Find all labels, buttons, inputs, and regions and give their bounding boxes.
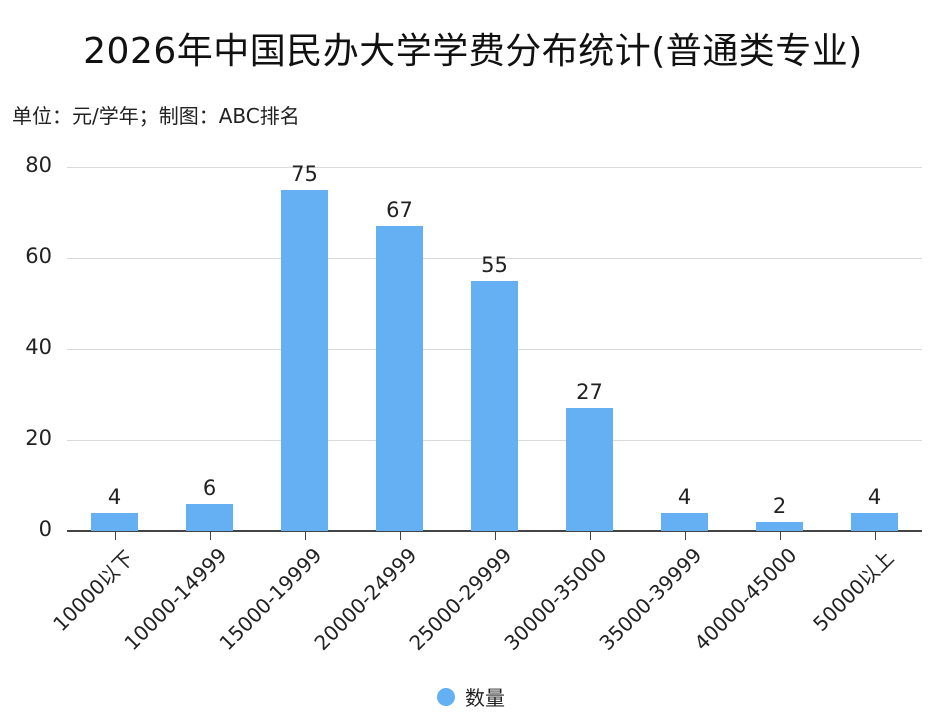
x-tick xyxy=(114,532,116,540)
y-tick-label: 60 xyxy=(25,244,52,268)
bar[interactable] xyxy=(756,521,803,531)
bar[interactable] xyxy=(851,512,898,531)
bar-value-label: 4 xyxy=(677,484,692,509)
bar-value-label: 6 xyxy=(202,475,217,500)
y-tick-label: 40 xyxy=(25,335,52,359)
y-tick-label: 20 xyxy=(25,426,52,450)
x-tick xyxy=(494,532,496,540)
legend-marker-icon xyxy=(437,687,455,706)
bar-value-label: 67 xyxy=(386,198,413,223)
x-tick xyxy=(779,532,781,540)
y-tick-label: 0 xyxy=(38,517,52,541)
x-tick-label: 10000以下 xyxy=(47,545,138,637)
bar[interactable] xyxy=(661,512,708,531)
gridline xyxy=(67,258,922,259)
bar-value-label: 2 xyxy=(772,493,787,518)
x-axis-line xyxy=(67,530,922,532)
bar[interactable] xyxy=(281,189,328,531)
bar-value-label: 4 xyxy=(107,484,122,509)
x-tick xyxy=(874,532,876,540)
x-tick xyxy=(304,532,306,540)
bar-value-label: 75 xyxy=(291,161,318,186)
x-tick xyxy=(399,532,401,540)
x-tick xyxy=(589,532,591,540)
bar[interactable] xyxy=(91,512,138,531)
x-tick xyxy=(684,532,686,540)
bar[interactable] xyxy=(376,226,423,531)
bar-value-label: 55 xyxy=(481,252,508,277)
x-tick xyxy=(209,532,211,540)
legend[interactable]: 数量 xyxy=(437,682,505,711)
y-tick-label: 80 xyxy=(25,153,52,177)
bar[interactable] xyxy=(471,280,518,531)
bar[interactable] xyxy=(566,408,613,531)
gridline xyxy=(67,167,922,168)
legend-label: 数量 xyxy=(465,686,505,710)
chart-subtitle: 单位：元/学年；制图：ABC排名 xyxy=(12,104,300,128)
bar-value-label: 27 xyxy=(576,380,603,405)
x-tick-label: 50000以上 xyxy=(807,545,898,637)
chart-title: 2026年中国民办大学学费分布统计(普通类专业) xyxy=(83,31,863,72)
bar[interactable] xyxy=(186,503,233,531)
bar-value-label: 4 xyxy=(867,484,882,509)
